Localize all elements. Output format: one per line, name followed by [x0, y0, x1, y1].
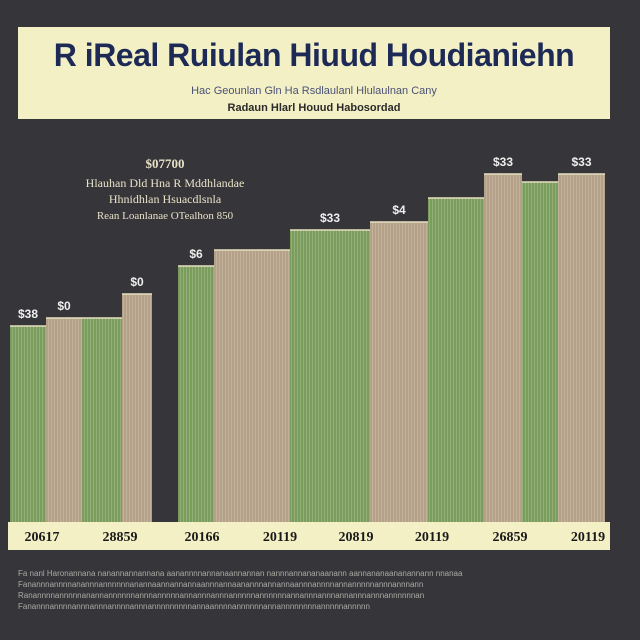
chart-subtitle: Hac Geounlan Gln Ha Rsdlaulanl Hlulaulna… — [191, 85, 437, 97]
bar-value-label: $0 — [57, 299, 71, 313]
x-tick-label: 20166 — [185, 530, 220, 545]
annotation-line-3: Rean Loanlanae OTealhon 850 — [96, 210, 234, 222]
title-banner: R iReal Ruiulan Hiuud Houdianiehn Hac Ge… — [18, 27, 610, 119]
annotation-headline: $07700 — [145, 156, 185, 171]
annotation-line-2: Hhnidhlan Hsuacdlsnla — [108, 192, 222, 206]
bar-value-label: $33 — [571, 155, 591, 169]
bar-texture — [558, 174, 605, 522]
bar-texture — [214, 250, 290, 522]
bar-value-label: $6 — [189, 247, 203, 261]
bar-texture — [10, 326, 46, 522]
bar-value-label: $0 — [130, 275, 144, 289]
bar-texture — [484, 174, 522, 522]
x-tick-label: 20119 — [263, 530, 297, 545]
chart-subtitle-secondary: Radaun Hlarl Houud Habosordad — [227, 102, 401, 114]
bar-value-label: $4 — [392, 203, 406, 217]
bar-texture — [428, 198, 484, 522]
chart-title: R iReal Ruiulan Hiuud Houdianiehn — [53, 37, 575, 73]
footnote-text: Fa nanl Haronannana nanannannannana aana… — [18, 569, 463, 611]
annotation-line-1: Hlauhan Dld Hna R Mddhlandae — [85, 176, 245, 190]
x-tick-label: 20617 — [25, 530, 60, 545]
x-tick-label: 20819 — [339, 530, 374, 545]
bar-value-label: $33 — [493, 155, 513, 169]
x-tick-label: 26859 — [493, 530, 528, 545]
bar-texture — [522, 182, 558, 522]
bar-texture — [46, 318, 82, 522]
x-tick-label: 20119 — [571, 530, 605, 545]
x-axis-band: 20617 28859 20166 20119 20819 20119 26859 20119 — [8, 522, 610, 550]
x-tick-label: 28859 — [103, 530, 138, 545]
x-tick-label: 20119 — [415, 530, 449, 545]
bar-texture — [122, 294, 152, 522]
x-axis-labels: 20617 28859 20166 20119 20819 20119 26859 20119 — [25, 530, 606, 545]
bar-value-label: $38 — [18, 307, 38, 321]
bar-texture — [370, 222, 428, 522]
bar-value-label: $33 — [320, 211, 340, 225]
bar-texture — [82, 318, 122, 522]
bar-texture — [178, 266, 214, 522]
bar-texture — [290, 230, 370, 522]
